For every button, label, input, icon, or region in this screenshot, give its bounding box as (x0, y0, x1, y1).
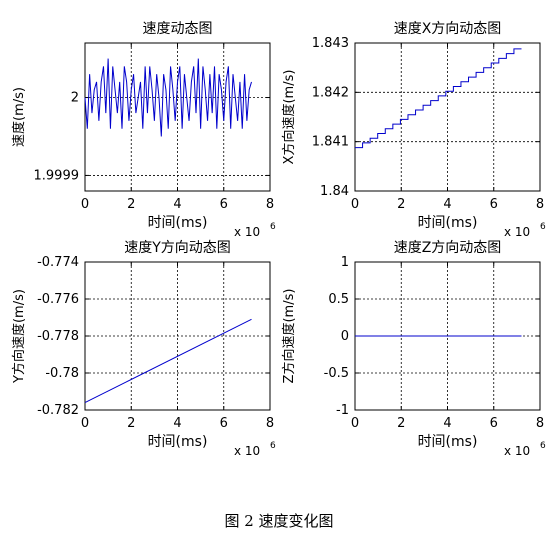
x-tick-label: 2 (397, 416, 405, 431)
chart-title: 速度Y方向动态图 (124, 240, 231, 256)
y-tick-label: -0.78 (45, 366, 79, 381)
x-tick-label: 2 (127, 197, 135, 212)
x-axis-label: 时间(ms) (148, 215, 208, 231)
x-multiplier-exponent: 6 (540, 222, 546, 232)
x-axis-label: 时间(ms) (418, 434, 478, 450)
y-tick-label: -0.5 (324, 366, 349, 381)
x-tick-label: 4 (173, 197, 181, 212)
x-tick-label: 4 (443, 416, 451, 431)
y-tick-label: 2 (71, 91, 79, 106)
x-tick-label: 2 (397, 197, 405, 212)
y-axis-label: Y方向速度(m/s) (11, 289, 27, 384)
y-tick-label: 1.84 (320, 184, 349, 199)
x-axis-label: 时间(ms) (418, 215, 478, 231)
y-tick-label: -0.782 (37, 403, 79, 418)
x-multiplier-exponent: 6 (270, 441, 276, 451)
x-tick-label: 2 (127, 416, 135, 431)
x-axis-label: 时间(ms) (148, 434, 208, 450)
x-multiplier-exponent: 6 (540, 441, 546, 451)
y-tick-label: -1 (336, 403, 349, 418)
y-tick-label: 0 (341, 329, 349, 344)
data-line (355, 48, 522, 149)
x-multiplier-exponent: 6 (270, 222, 276, 232)
x-tick-label: 4 (173, 416, 181, 431)
y-tick-label: 1.841 (312, 135, 349, 150)
chart-title: 速度动态图 (143, 21, 213, 37)
x-multiplier-label: x 10 (234, 444, 260, 458)
x-tick-label: 6 (490, 197, 498, 212)
y-tick-label: 1.842 (312, 85, 349, 100)
chart-title: 速度Z方向动态图 (394, 240, 502, 256)
x-multiplier-label: x 10 (504, 444, 530, 458)
y-tick-label: 1 (341, 255, 349, 270)
x-tick-label: 8 (536, 197, 544, 212)
x-tick-label: 0 (351, 416, 359, 431)
figure-caption: 图 2 速度变化图 (224, 512, 334, 530)
x-tick-label: 8 (266, 197, 274, 212)
data-line (84, 58, 252, 137)
chart-panel-3: 0 2 4 6 8 -0.782 -0.78 -0.778 -0.776 -0.774 速度Y方向动… (11, 240, 276, 458)
y-axis-label: 速度(m/s) (11, 87, 27, 147)
x-tick-label: 8 (266, 416, 274, 431)
data-line (84, 318, 252, 404)
x-tick-label: 0 (81, 416, 89, 431)
x-tick-label: 0 (351, 197, 359, 212)
x-tick-label: 8 (536, 416, 544, 431)
x-tick-label: 6 (220, 416, 228, 431)
y-tick-label: 1.843 (312, 36, 349, 51)
y-axis-label: X方向速度(m/s) (281, 70, 297, 165)
y-tick-label: -0.774 (37, 255, 79, 270)
y-tick-label: -0.776 (37, 292, 79, 307)
x-tick-label: 4 (443, 197, 451, 212)
y-axis-label: Z方向速度(m/s) (281, 289, 297, 384)
y-tick-label: 0.5 (328, 292, 349, 307)
x-multiplier-label: x 10 (234, 225, 260, 239)
x-multiplier-label: x 10 (504, 225, 530, 239)
x-tick-label: 6 (220, 197, 228, 212)
x-tick-label: 6 (490, 416, 498, 431)
x-tick-label: 0 (81, 197, 89, 212)
y-tick-label: 1.9999 (34, 168, 80, 183)
chart-title: 速度X方向动态图 (394, 21, 502, 37)
y-tick-label: -0.778 (37, 329, 79, 344)
